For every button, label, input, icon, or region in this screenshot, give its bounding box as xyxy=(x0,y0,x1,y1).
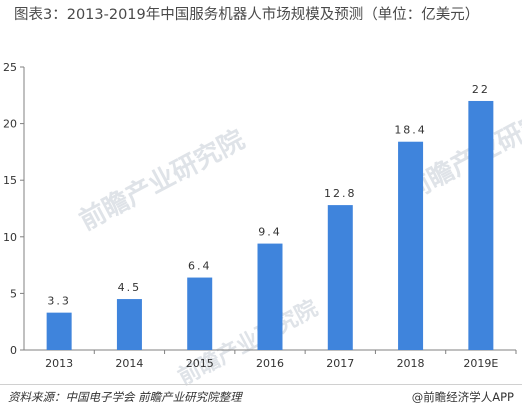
x-tick-label: 2016 xyxy=(256,357,284,370)
data-label: 4.5 xyxy=(118,281,142,294)
x-tick-label: 2014 xyxy=(115,357,143,370)
data-label: 6.4 xyxy=(188,260,212,273)
bar xyxy=(468,100,494,351)
x-tick-label: 2017 xyxy=(326,357,354,370)
source-note: 资料来源：中国电子学会 前瞻产业研究院整理 xyxy=(8,390,242,404)
data-label: 3.3 xyxy=(47,295,71,308)
y-tick-label: 10 xyxy=(3,231,17,244)
bar xyxy=(187,277,213,350)
x-tick-label: 2019E xyxy=(463,357,498,370)
y-tick-label: 20 xyxy=(3,118,17,131)
x-tick-label: 2013 xyxy=(45,357,73,370)
brand-label: @前瞻经济学人APP xyxy=(411,390,514,404)
data-label: 18.4 xyxy=(394,124,427,137)
bar xyxy=(257,243,283,350)
footer: 资料来源：中国电子学会 前瞻产业研究院整理 @前瞻经济学人APP xyxy=(0,384,522,409)
data-label: 22 xyxy=(472,83,490,96)
bar xyxy=(398,141,424,350)
bar xyxy=(46,312,72,350)
x-tick-label: 2015 xyxy=(186,357,214,370)
bar xyxy=(116,299,142,350)
y-tick-label: 5 xyxy=(10,287,17,300)
data-label: 12.8 xyxy=(324,187,357,200)
x-tick-label: 2018 xyxy=(397,357,425,370)
chart-title: 图表3：2013-2019年中国服务机器人市场规模及预测（单位：亿美元） xyxy=(14,7,480,23)
y-tick-label: 0 xyxy=(10,344,17,357)
bar xyxy=(327,205,353,350)
y-tick-label: 25 xyxy=(3,61,17,74)
data-label: 9.4 xyxy=(258,226,282,239)
y-tick-label: 15 xyxy=(3,174,17,187)
